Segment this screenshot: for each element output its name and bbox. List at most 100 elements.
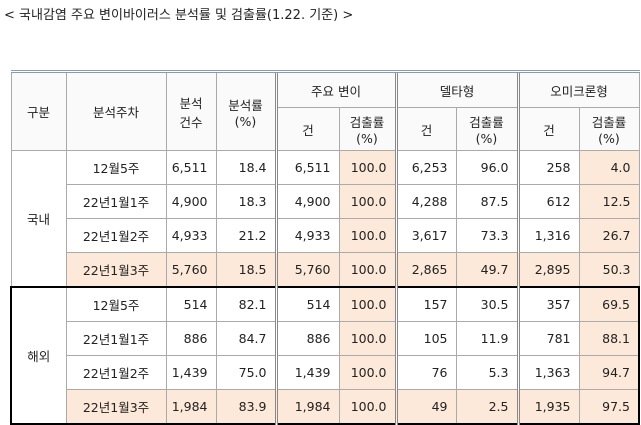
header-line: (%) xyxy=(234,113,257,129)
header-cell: 건 xyxy=(394,107,457,151)
cell: 1,984 xyxy=(274,389,340,425)
cell: 514 xyxy=(274,286,340,322)
cell: 82.1 xyxy=(215,286,277,322)
header-cell: 건 xyxy=(516,107,580,151)
cell: 100.0 xyxy=(338,184,397,219)
cell: 100.0 xyxy=(338,218,397,253)
cell: 76 xyxy=(394,355,457,390)
cell: 1,439 xyxy=(274,355,340,390)
cell: 5.3 xyxy=(455,355,519,390)
header-line: 검출률 xyxy=(349,115,385,130)
cell: 11.9 xyxy=(455,321,519,356)
cell: 886 xyxy=(274,321,340,356)
cell: 1,439 xyxy=(165,355,217,390)
header-cell: 주요 변이 xyxy=(274,70,397,108)
cell: 4,933 xyxy=(165,218,217,253)
header-line: 분석률 xyxy=(228,97,263,113)
group-cell: 해외 xyxy=(10,286,67,425)
data-row: 22년1월3주 5,760 18.5 5,760 100.0 2,865 49.7 2,895… xyxy=(11,252,640,288)
data-row: 해외 12월5주 514 82.1 514 100.0 157 30.5 357 69.5 xyxy=(10,286,640,425)
cell: 22년1월1주 xyxy=(65,184,167,219)
header-line: 검출률 xyxy=(591,115,627,130)
cell: 4,900 xyxy=(274,184,340,219)
cell: 49 xyxy=(394,389,457,425)
table: 구분 분석주차 분석 건수 분석률 (%) 주요 변이 델타형 오미크론형 건 검출률 (%) 건 검출률… xyxy=(10,70,640,425)
cell: 97.5 xyxy=(578,389,640,425)
group-cell: 국내 xyxy=(10,150,67,288)
cell: 49.7 xyxy=(455,252,519,288)
cell: 84.7 xyxy=(215,321,277,356)
cell: 100.0 xyxy=(338,355,397,390)
cell: 357 xyxy=(516,286,580,322)
cell: 100.0 xyxy=(338,252,397,288)
cell: 22년1월2주 xyxy=(65,355,167,390)
cell: 4,933 xyxy=(274,218,340,253)
cell: 12.5 xyxy=(578,184,640,219)
cell: 6,253 xyxy=(394,150,457,185)
title: < 국내감염 주요 변이바이러스 분석률 및 검출률(1.22. 기준) > xyxy=(4,8,354,23)
cell: 69.5 xyxy=(578,286,640,322)
cell: 18.5 xyxy=(215,252,277,288)
data-row: 22년1월3주 1,984 83.9 1,984 100.0 49 2.5 1,935 97.5 xyxy=(11,389,640,425)
cell: 4.0 xyxy=(578,150,640,185)
cell: 4,900 xyxy=(165,184,217,219)
header-cell: 건 xyxy=(274,107,340,151)
header-line: 건수 xyxy=(179,114,203,130)
cell: 258 xyxy=(516,150,580,185)
cell: 5,760 xyxy=(274,252,340,288)
header-line: 검출률 xyxy=(469,115,504,130)
data-row: 22년1월1주 886 84.7 886 100.0 105 11.9 781 88.1 xyxy=(11,321,640,356)
cell: 2.5 xyxy=(455,389,519,425)
data-row: 22년1월2주 4,933 21.2 4,933 100.0 3,617 73.3 1,316… xyxy=(11,218,640,253)
header-cell: 오미크론형 xyxy=(516,70,640,108)
data-row: 국내 12월5주 6,511 18.4 6,511 100.0 6,253 96.0 258 4.… xyxy=(10,150,640,288)
cell: 50.3 xyxy=(578,252,640,288)
cell: 6,511 xyxy=(165,150,217,185)
cell: 3,617 xyxy=(394,218,457,253)
cell: 100.0 xyxy=(338,286,397,322)
header-cell: 분석주차 xyxy=(65,70,167,151)
cell: 1,935 xyxy=(516,389,580,425)
cell: 100.0 xyxy=(338,321,397,356)
data-row: 22년1월1주 4,900 18.3 4,900 100.0 4,288 87.5 612 12… xyxy=(11,184,640,219)
header-cell: 분석 건수 xyxy=(165,70,217,151)
cell: 88.1 xyxy=(578,321,640,356)
cell: 612 xyxy=(516,184,580,219)
cell: 12월5주 xyxy=(65,286,167,322)
cell: 26.7 xyxy=(578,218,640,253)
header-cell: 구분 xyxy=(10,70,67,151)
data-row: 22년1월2주 1,439 75.0 1,439 100.0 76 5.3 1,363 94.7 xyxy=(11,355,640,390)
header-row: 구분 분석주차 분석 건수 분석률 (%) 주요 변이 델타형 오미크론형 xyxy=(10,70,640,151)
cell: 6,511 xyxy=(274,150,340,185)
cell: 514 xyxy=(165,286,217,322)
cell: 87.5 xyxy=(455,184,519,219)
cell: 2,865 xyxy=(394,252,457,288)
header-cell: 검출률 (%) xyxy=(455,107,519,151)
cell: 21.2 xyxy=(215,218,277,253)
cell: 22년1월2주 xyxy=(65,218,167,253)
cell: 105 xyxy=(394,321,457,356)
cell: 157 xyxy=(394,286,457,322)
cell: 94.7 xyxy=(578,355,640,390)
header-cell: 분석률 (%) xyxy=(215,70,277,151)
cell: 22년1월3주 xyxy=(65,389,167,425)
cell: 1,984 xyxy=(165,389,217,425)
cell: 781 xyxy=(516,321,580,356)
cell: 75.0 xyxy=(215,355,277,390)
cell: 30.5 xyxy=(455,286,519,322)
header-line: (%) xyxy=(598,131,620,146)
cell: 2,895 xyxy=(516,252,580,288)
cell: 22년1월1주 xyxy=(65,321,167,356)
header-cell: 델타형 xyxy=(394,70,519,108)
header-row: 건 검출률 (%) 건 검출률 (%) 건 검출률 (%) xyxy=(11,107,640,151)
header-line: (%) xyxy=(356,131,378,146)
cell: 1,363 xyxy=(516,355,580,390)
cell: 1,316 xyxy=(516,218,580,253)
cell: 18.4 xyxy=(215,150,277,185)
header-line: (%) xyxy=(475,131,498,146)
cell: 18.3 xyxy=(215,184,277,219)
cell: 22년1월3주 xyxy=(65,252,167,288)
cell: 73.3 xyxy=(455,218,519,253)
header-cell: 검출률 (%) xyxy=(338,107,397,151)
